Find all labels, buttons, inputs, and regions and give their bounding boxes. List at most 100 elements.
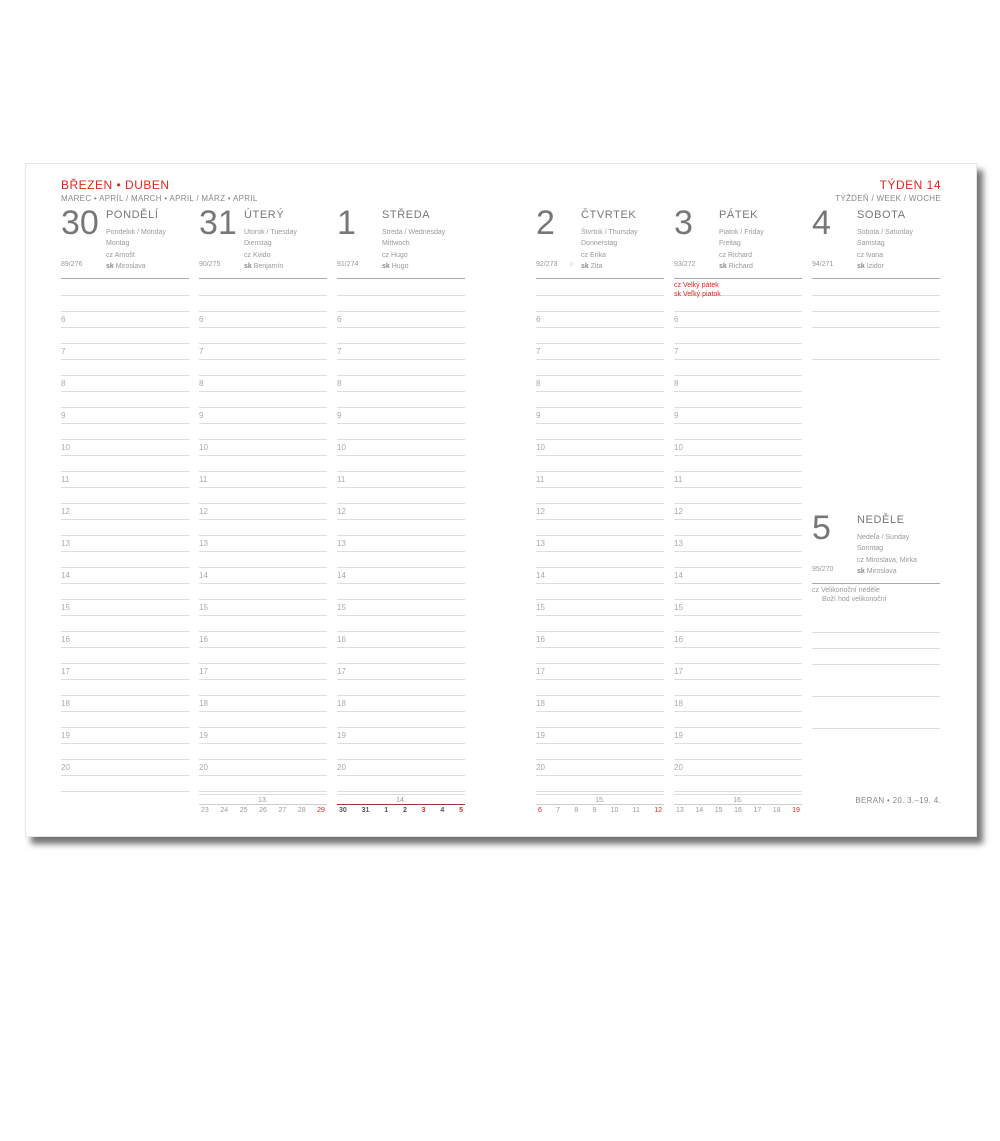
hour-line	[61, 679, 189, 680]
day-number: 1	[337, 204, 356, 242]
note-line	[812, 648, 940, 649]
mini-day[interactable]: 9	[592, 807, 597, 814]
week-title: TÝDEN 14	[879, 178, 941, 192]
half-hour-line	[61, 439, 189, 440]
half-hour-line	[674, 599, 802, 600]
mini-day[interactable]: 16	[734, 807, 742, 814]
mini-week-calendar: 13. 23 24 25 26 27 28 29	[199, 794, 327, 814]
day-number: 31	[199, 204, 237, 242]
hour-label: 11	[199, 475, 208, 484]
mini-day[interactable]: 5	[459, 807, 463, 814]
hour-label: 10	[674, 443, 683, 452]
hour-line	[536, 743, 664, 744]
mini-day[interactable]: 30	[339, 807, 347, 814]
half-hour-line	[199, 471, 327, 472]
half-hour-line	[337, 759, 465, 760]
note-line	[812, 295, 940, 296]
half-hour-line	[61, 567, 189, 568]
half-hour-line	[61, 375, 189, 376]
divider	[199, 791, 327, 792]
hour-line	[199, 583, 327, 584]
hour-label: 15	[337, 603, 346, 612]
hour-label: 9	[674, 411, 679, 420]
mini-day[interactable]: 2	[402, 807, 407, 814]
hour-label: 16	[61, 635, 70, 644]
day-column: 2 ČTVRTEK Štvrtok / Thursday Donnerstag c…	[536, 164, 664, 836]
divider	[536, 278, 664, 279]
mini-day[interactable]: 26	[259, 807, 267, 814]
hour-line	[337, 583, 465, 584]
mini-day[interactable]: 15	[714, 807, 723, 814]
hour-label: 11	[61, 475, 70, 484]
planner-spread: BŘEZEN • DUBEN MAREC • APRÍL / MARCH • A…	[25, 163, 977, 837]
hour-line	[536, 775, 664, 776]
week-number: 13.	[199, 794, 327, 804]
mini-day[interactable]: 11	[632, 807, 640, 814]
hour-label: 10	[199, 443, 208, 452]
mini-day[interactable]: 8	[574, 807, 579, 814]
mini-day[interactable]: 29	[317, 807, 325, 814]
hour-label: 17	[199, 667, 208, 676]
hour-line	[61, 327, 189, 328]
mini-day[interactable]: 12	[654, 807, 662, 814]
hour-label: 10	[337, 443, 346, 452]
mini-day[interactable]: 10	[610, 807, 619, 814]
mini-day[interactable]: 4	[440, 807, 445, 814]
mini-day[interactable]: 13	[676, 807, 684, 814]
mini-day[interactable]: 6	[538, 807, 542, 814]
mini-day[interactable]: 31	[361, 807, 370, 814]
mini-day[interactable]: 24	[220, 807, 229, 814]
hour-line	[199, 679, 327, 680]
half-hour-line	[536, 439, 664, 440]
hour-label: 19	[199, 731, 208, 740]
divider	[536, 295, 664, 296]
hour-label: 11	[674, 475, 683, 484]
hour-line	[61, 487, 189, 488]
mini-day[interactable]: 1	[384, 807, 389, 814]
hour-label: 11	[536, 475, 545, 484]
half-hour-line	[61, 599, 189, 600]
half-hour-line	[337, 311, 465, 312]
holiday-cz: cz Velký pátek	[674, 282, 719, 289]
mini-day[interactable]: 25	[239, 807, 248, 814]
hour-line	[199, 487, 327, 488]
half-hour-line	[337, 663, 465, 664]
nameday-cz: cz Kvido	[244, 252, 271, 259]
hour-label: 9	[536, 411, 541, 420]
hour-label: 8	[199, 379, 204, 388]
mini-day[interactable]: 18	[772, 807, 781, 814]
hour-line	[337, 327, 465, 328]
mini-day[interactable]: 19	[792, 807, 800, 814]
hour-line	[536, 423, 664, 424]
half-hour-line	[199, 375, 327, 376]
mini-day[interactable]: 23	[201, 807, 209, 814]
half-hour-line	[199, 599, 327, 600]
mini-day[interactable]: 14	[695, 807, 704, 814]
day-column: 31 ÚTERÝ Utorok / Tuesday Dienstag cz Kvi…	[199, 164, 327, 836]
mini-day[interactable]: 3	[421, 807, 426, 814]
mini-day[interactable]: 17	[753, 807, 762, 814]
half-hour-line	[61, 503, 189, 504]
hour-label: 12	[674, 507, 683, 516]
hour-line	[674, 775, 802, 776]
hour-label: 17	[674, 667, 683, 676]
divider	[199, 278, 327, 279]
mini-day[interactable]: 27	[278, 807, 287, 814]
nameday-sk: sk Izidor	[857, 263, 884, 270]
week-number: 14.	[337, 794, 465, 804]
day-translation-de: Samstag	[857, 240, 885, 247]
hour-label: 7	[536, 347, 541, 356]
hour-label: 8	[536, 379, 541, 388]
half-hour-line	[337, 727, 465, 728]
mini-week-calendar: 14. 30 31 1 2 3 4 5	[337, 794, 465, 814]
moon-phase-icon: ○	[569, 261, 574, 268]
day-of-year: 94/271	[812, 261, 834, 268]
half-hour-line	[536, 311, 664, 312]
mini-day[interactable]: 7	[556, 807, 561, 814]
hour-line	[674, 583, 802, 584]
half-hour-line	[674, 343, 802, 344]
half-hour-line	[61, 343, 189, 344]
week-number: 16.	[674, 794, 802, 804]
mini-day[interactable]: 28	[297, 807, 306, 814]
day-column: 30 PONDĚLÍ Pondelok / Monday Montag cz Ar…	[61, 164, 189, 836]
